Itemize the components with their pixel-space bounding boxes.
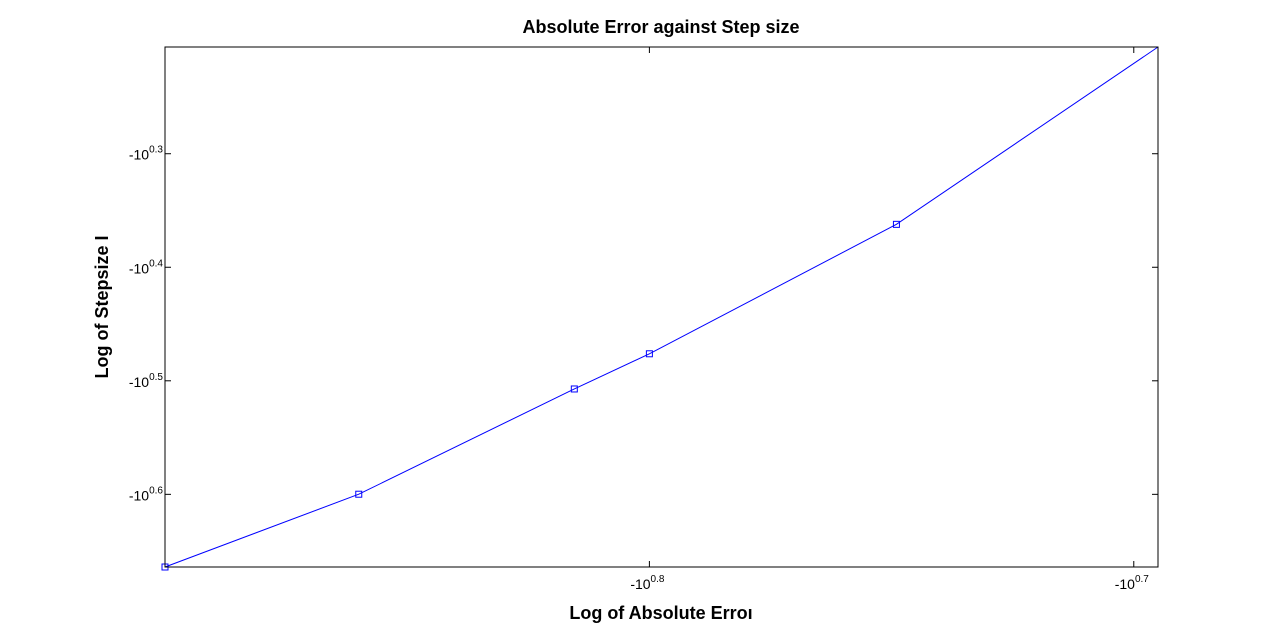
- y-tick-base: -10: [129, 147, 149, 163]
- y-tick-label: -100.6: [129, 485, 164, 503]
- data-point-marker: [355, 490, 363, 498]
- plot-area-background: [165, 47, 1158, 567]
- x-tick-exponent: 0.8: [651, 574, 665, 585]
- x-tick-base: -10: [1115, 576, 1135, 592]
- y-tick-base: -10: [129, 374, 149, 390]
- series-line: [164, 46, 1159, 568]
- y-tick-exponent: 0.5: [149, 372, 163, 383]
- y-tick-exponent: 0.3: [149, 145, 163, 156]
- y-tick-exponent: 0.6: [149, 485, 163, 496]
- y-tick-base: -10: [129, 487, 149, 503]
- data-point-marker: [570, 385, 578, 393]
- x-axis-label: Log of Absolute Erroı: [569, 603, 752, 623]
- y-tick-label: -100.3: [129, 145, 164, 163]
- x-tick-label: -100.8: [630, 574, 665, 592]
- x-tick-label: -100.7: [1115, 574, 1150, 592]
- y-tick-exponent: 0.4: [149, 258, 163, 269]
- x-tick-exponent: 0.7: [1135, 574, 1149, 585]
- data-point-marker: [645, 350, 653, 358]
- ticks-layer: -100.8 -100.7-100.3-100.4-100.5-100.6: [129, 47, 1158, 592]
- y-tick-label: -100.4: [129, 258, 164, 276]
- plot-area-frame: [164, 46, 1159, 568]
- chart-title: Absolute Error against Step size: [522, 17, 799, 37]
- series-layer: [161, 46, 1159, 571]
- y-tick-base: -10: [129, 260, 149, 276]
- y-axis-label: Log of Stepsize I: [92, 235, 112, 378]
- x-tick-base: -10: [630, 576, 650, 592]
- y-tick-label: -100.5: [129, 372, 164, 390]
- data-point-marker: [892, 220, 900, 228]
